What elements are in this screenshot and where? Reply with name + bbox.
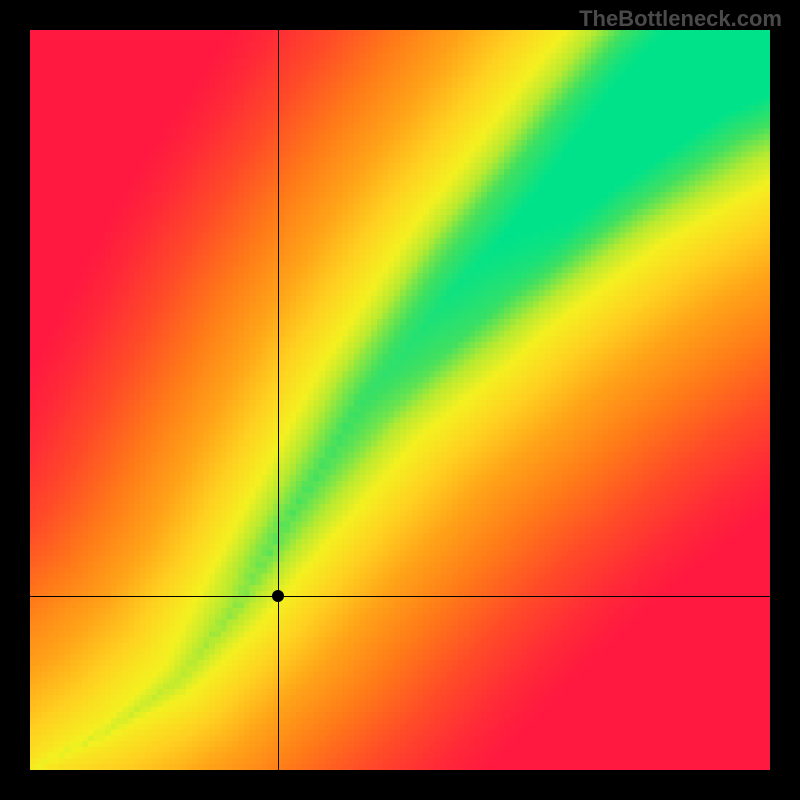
heatmap-plot (30, 30, 770, 770)
crosshair-vertical (278, 30, 279, 770)
crosshair-horizontal (30, 596, 770, 597)
crosshair-marker (272, 590, 284, 602)
watermark-text: TheBottleneck.com (579, 6, 782, 32)
heatmap-canvas (30, 30, 770, 770)
